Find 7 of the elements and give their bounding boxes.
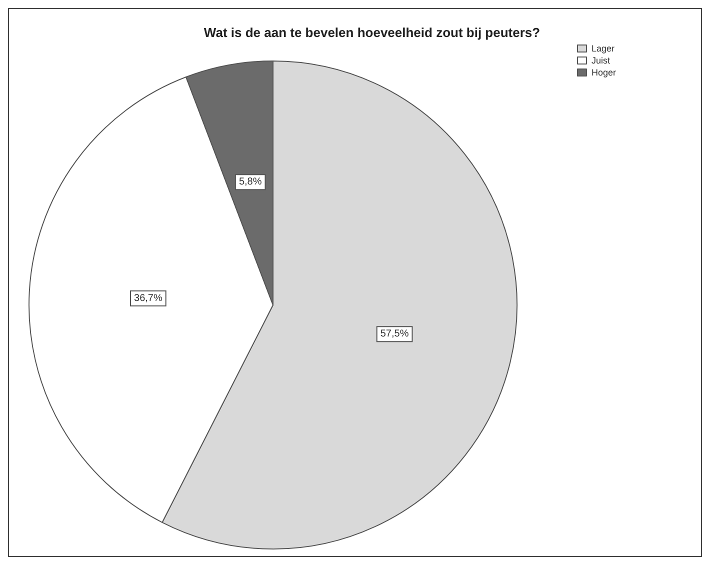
data-label: 5,8% <box>238 176 262 188</box>
legend-label: Lager <box>591 44 615 54</box>
legend-label: Hoger <box>591 68 616 78</box>
data-label: 36,7% <box>134 292 162 304</box>
legend-label: Juist <box>591 56 610 66</box>
data-label: 57,5% <box>380 328 409 340</box>
chart-title: Wat is de aan te bevelen hoeveelheid zout bij peuters? <box>204 25 540 40</box>
